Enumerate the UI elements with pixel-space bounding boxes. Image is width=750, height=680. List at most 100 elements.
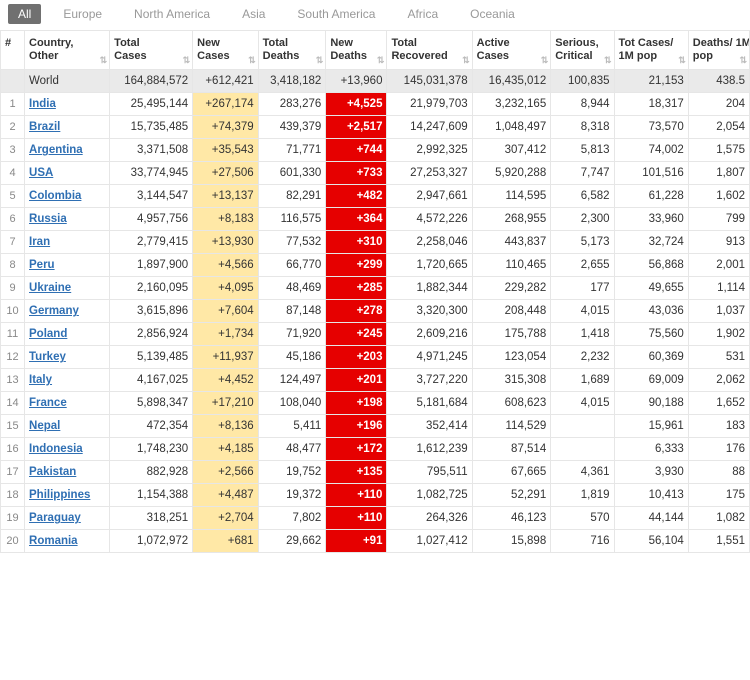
crit-cell: 2,232 [551, 346, 614, 369]
col-header[interactable]: Tot Cases/1M pop⇅ [614, 31, 688, 70]
dpm-cell: 1,114 [688, 277, 749, 300]
deaths-cell: 66,770 [258, 254, 326, 277]
active-cell: 315,308 [472, 369, 551, 392]
col-header[interactable]: ActiveCases⇅ [472, 31, 551, 70]
country-link[interactable]: Turkey [29, 351, 66, 363]
country-link[interactable]: India [29, 98, 56, 110]
total-cell: 15,735,485 [110, 116, 193, 139]
col-header[interactable]: NewDeaths⇅ [326, 31, 387, 70]
total-cell: 5,139,485 [110, 346, 193, 369]
sort-icon: ⇅ [678, 55, 686, 66]
rank-cell: 14 [1, 392, 25, 415]
active-cell: 87,514 [472, 438, 551, 461]
table-row: 20Romania1,072,972+68129,662+911,027,412… [1, 530, 750, 553]
country-link[interactable]: Indonesia [29, 443, 83, 455]
tab-south-america[interactable]: South America [287, 4, 385, 24]
tab-africa[interactable]: Africa [397, 4, 448, 24]
table-row: 17Pakistan882,928+2,56619,752+135795,511… [1, 461, 750, 484]
country-link[interactable]: USA [29, 167, 53, 179]
crit-cell: 4,015 [551, 300, 614, 323]
country-link[interactable]: Paraguay [29, 512, 81, 524]
crit-cell: 7,747 [551, 162, 614, 185]
col-header[interactable]: TotalRecovered⇅ [387, 31, 472, 70]
country-link[interactable]: Iran [29, 236, 50, 248]
table-row: 7Iran2,779,415+13,93077,532+3102,258,046… [1, 231, 750, 254]
country-cell: Romania [25, 530, 110, 553]
country-cell: Nepal [25, 415, 110, 438]
deaths-cell: 48,469 [258, 277, 326, 300]
rank-cell: 12 [1, 346, 25, 369]
country-cell: Colombia [25, 185, 110, 208]
country-link[interactable]: Romania [29, 535, 78, 547]
col-header[interactable]: NewCases⇅ [193, 31, 259, 70]
crit-cell: 2,655 [551, 254, 614, 277]
dpm-cell: 799 [688, 208, 749, 231]
total-cell: 1,072,972 [110, 530, 193, 553]
rec-cell: 1,082,725 [387, 484, 472, 507]
dpm-cell: 1,602 [688, 185, 749, 208]
covid-table: #Country,Other⇅TotalCases⇅NewCases⇅Total… [0, 30, 750, 553]
rank-cell: 18 [1, 484, 25, 507]
country-link[interactable]: Argentina [29, 144, 83, 156]
col-header[interactable]: # [1, 31, 25, 70]
dpm-cell: 438.5 [688, 70, 749, 93]
country-link[interactable]: France [29, 397, 67, 409]
crit-cell: 4,015 [551, 392, 614, 415]
dpm-cell: 913 [688, 231, 749, 254]
country-link[interactable]: Nepal [29, 420, 60, 432]
table-row: 4USA33,774,945+27,506601,330+73327,253,3… [1, 162, 750, 185]
country-link[interactable]: Poland [29, 328, 67, 340]
dpm-cell: 1,551 [688, 530, 749, 553]
tab-all[interactable]: All [8, 4, 41, 24]
tab-asia[interactable]: Asia [232, 4, 275, 24]
tab-north-america[interactable]: North America [124, 4, 220, 24]
country-link[interactable]: Italy [29, 374, 52, 386]
total-cell: 33,774,945 [110, 162, 193, 185]
country-link[interactable]: Germany [29, 305, 79, 317]
table-row: 13Italy4,167,025+4,452124,497+2013,727,2… [1, 369, 750, 392]
dpm-cell: 176 [688, 438, 749, 461]
col-header[interactable]: TotalDeaths⇅ [258, 31, 326, 70]
col-header[interactable]: TotalCases⇅ [110, 31, 193, 70]
new-cases-cell: +4,487 [193, 484, 259, 507]
active-cell: 443,837 [472, 231, 551, 254]
tcpm-cell: 61,228 [614, 185, 688, 208]
rank-cell: 2 [1, 116, 25, 139]
deaths-cell: 601,330 [258, 162, 326, 185]
dpm-cell: 88 [688, 461, 749, 484]
country-cell: Germany [25, 300, 110, 323]
total-cell: 2,856,924 [110, 323, 193, 346]
country-link[interactable]: Philippines [29, 489, 90, 501]
country-link[interactable]: Russia [29, 213, 67, 225]
new-cases-cell: +27,506 [193, 162, 259, 185]
active-cell: 114,529 [472, 415, 551, 438]
tcpm-cell: 56,104 [614, 530, 688, 553]
table-row: 9Ukraine2,160,095+4,09548,469+2851,882,3… [1, 277, 750, 300]
tcpm-cell: 73,570 [614, 116, 688, 139]
new-deaths-cell: +299 [326, 254, 387, 277]
new-cases-cell: +267,174 [193, 93, 259, 116]
new-cases-cell: +13,137 [193, 185, 259, 208]
country-link[interactable]: Peru [29, 259, 55, 271]
tab-oceania[interactable]: Oceania [460, 4, 525, 24]
table-row: 18Philippines1,154,388+4,48719,372+1101,… [1, 484, 750, 507]
total-cell: 882,928 [110, 461, 193, 484]
country-link[interactable]: Pakistan [29, 466, 76, 478]
rec-cell: 145,031,378 [387, 70, 472, 93]
col-header[interactable]: Deaths/ 1Mpop⇅ [688, 31, 749, 70]
table-row: 14France5,898,347+17,210108,040+1985,181… [1, 392, 750, 415]
country-link[interactable]: Ukraine [29, 282, 71, 294]
new-cases-cell: +1,734 [193, 323, 259, 346]
col-header[interactable]: Serious,Critical⇅ [551, 31, 614, 70]
new-deaths-cell: +196 [326, 415, 387, 438]
total-cell: 1,748,230 [110, 438, 193, 461]
table-row: 16Indonesia1,748,230+4,18548,477+1721,61… [1, 438, 750, 461]
total-cell: 25,495,144 [110, 93, 193, 116]
crit-cell: 1,689 [551, 369, 614, 392]
crit-cell: 100,835 [551, 70, 614, 93]
tab-europe[interactable]: Europe [53, 4, 112, 24]
rank-cell: 4 [1, 162, 25, 185]
country-link[interactable]: Colombia [29, 190, 81, 202]
country-link[interactable]: Brazil [29, 121, 60, 133]
col-header[interactable]: Country,Other⇅ [25, 31, 110, 70]
